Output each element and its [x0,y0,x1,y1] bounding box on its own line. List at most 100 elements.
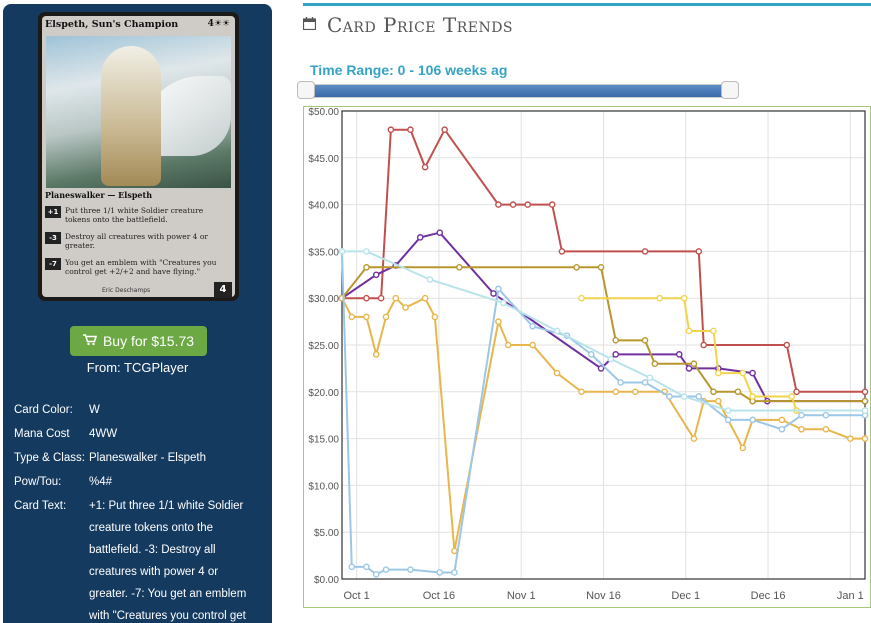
data-point [651,360,659,368]
x-tick-label: Nov 16 [586,590,621,602]
data-point [578,294,585,302]
range-end-handle[interactable] [721,81,739,99]
info-value: 4WW [89,428,118,440]
ability-text: Destroy all creatures with power 4 or gr… [65,232,208,250]
data-point [778,425,786,433]
data-point [372,571,380,578]
data-point [382,313,390,321]
data-point [724,416,732,424]
x-tick-label: Dec 1 [671,590,700,602]
x-tick-label: Oct 1 [344,590,370,602]
data-point [363,294,370,302]
data-point [456,264,463,271]
data-point [666,393,673,400]
card-loyalty: 4 [214,282,232,298]
page-title: Card Price Trends [327,13,514,37]
data-point [372,271,380,279]
data-point [680,393,688,400]
data-point [553,327,561,335]
data-point [617,379,624,386]
time-range-slider[interactable] [303,84,735,98]
x-tick-label: Oct 16 [423,590,455,602]
data-point [421,294,429,302]
data-point [573,264,580,271]
data-point [407,566,414,573]
card-name: Elspeth, Sun's Champion [45,19,179,30]
data-point [656,294,664,302]
data-point [739,369,747,377]
cart-icon [82,326,98,356]
data-point [847,435,854,442]
data-point [363,248,370,255]
y-tick-label: $45.00 [308,154,339,165]
y-tick-label: $20.00 [308,388,339,399]
x-tick-label: Nov 1 [507,590,536,602]
data-point [798,411,805,419]
data-point [793,388,800,396]
data-point [348,313,356,321]
data-point [451,569,458,576]
info-label: Card Text: [14,500,67,512]
data-point [715,369,722,377]
ability-text: You get an emblem with "Creatures you co… [65,258,217,276]
data-point [612,337,620,344]
card-artist: Eric Deschamps [102,287,151,294]
data-point [387,126,395,134]
x-tick-label: Dec 16 [751,590,786,602]
loyalty-cost: -7 [45,258,61,270]
card-frame: Elspeth, Sun's Champion 4☀☀ Planeswalker… [42,16,235,298]
y-tick-label: $50.00 [308,107,339,118]
info-label: Type & Class: [14,452,85,464]
data-point [416,234,424,241]
data-point [426,276,434,283]
data-point [646,374,654,382]
data-point [700,341,708,349]
data-point [436,229,444,236]
price-chart: $0.00 $5.00 $10.00 $15.00 $20.00 $25.00 $30.00… [303,106,871,608]
data-point [861,388,869,396]
price-source: From: TCGPlayer [86,360,189,375]
data-point [710,388,717,396]
data-point [749,393,756,400]
data-point [710,327,717,335]
data-point [338,248,346,255]
data-point [715,397,722,405]
data-point [861,407,869,414]
range-start-handle[interactable] [297,81,315,99]
time-range-label: Time Range: 0 - 106 weeks ag [310,62,508,78]
data-point [739,444,747,452]
data-point [363,563,370,571]
data-point [822,411,830,419]
y-tick-label: $15.00 [308,435,339,446]
data-point [685,365,693,372]
data-point [597,365,605,372]
info-value: +1: Put three 1/1 white Soldier creature… [89,500,247,622]
data-point [695,248,703,255]
art-figure [101,46,161,186]
data-point [631,388,639,396]
data-point [548,201,556,208]
data-point [612,388,620,396]
data-point [641,379,649,386]
data-point [407,126,414,134]
data-point [685,327,693,335]
y-tick-label: $30.00 [308,294,339,305]
time-range-fill [304,85,734,97]
buy-button[interactable]: Buy for $15.73 [70,326,207,356]
data-point [529,322,536,330]
data-point [348,563,356,571]
data-point [377,294,385,302]
card-ability-2: -3 Destroy all creatures with power 4 or … [45,232,228,250]
info-value: Planeswalker - Elspeth [89,452,206,464]
data-point [441,126,448,134]
data-point [675,351,683,358]
data-point [778,416,786,424]
data-point [690,360,698,368]
data-point [788,393,795,400]
data-point [451,547,458,555]
data-point [558,248,566,255]
data-point [431,313,439,321]
data-point [529,341,536,349]
y-tick-label: $5.00 [314,528,339,539]
card-ability-3: -7 You get an emblem with "Creatures you … [45,258,228,276]
